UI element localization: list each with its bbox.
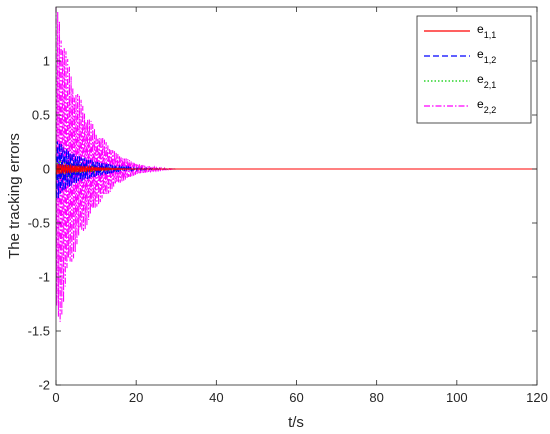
y-tick-label: 1 bbox=[43, 54, 50, 69]
x-tick-label: 100 bbox=[446, 390, 468, 405]
legend-entry-label: e1,2 bbox=[477, 47, 496, 65]
x-tick-label: 80 bbox=[369, 390, 383, 405]
legend-entry-label: e2,1 bbox=[477, 72, 496, 90]
legend-entry-name: e bbox=[477, 47, 484, 61]
legend-entry-name: e bbox=[477, 97, 484, 111]
legend-entry-label: e2,2 bbox=[477, 97, 496, 115]
x-axis: 0 20 40 60 80 100 120 bbox=[52, 7, 548, 405]
legend-entry-subscript: 2,1 bbox=[484, 80, 497, 90]
legend-entry-name: e bbox=[477, 72, 484, 86]
y-tick-label: -2 bbox=[38, 378, 50, 393]
legend-box bbox=[416, 15, 532, 124]
legend-entry-subscript: 1,2 bbox=[484, 55, 497, 65]
legend-entry-name: e bbox=[477, 22, 484, 36]
y-axis: -2 -1.5 -1 -0.5 0 0.5 1 bbox=[28, 54, 537, 393]
y-tick-label: -1.5 bbox=[28, 324, 50, 339]
y-axis-label: The tracking errors bbox=[6, 133, 23, 259]
x-axis-label: t/s bbox=[288, 414, 304, 431]
y-tick-label: 0 bbox=[43, 162, 50, 177]
legend-entry-subscript: 1,1 bbox=[484, 30, 497, 40]
series-line-e1-1 bbox=[55, 163, 537, 175]
y-tick-label: -1 bbox=[38, 270, 50, 285]
legend-entry-label: e1,1 bbox=[477, 22, 496, 40]
legend-entry-subscript: 2,2 bbox=[484, 105, 497, 115]
x-tick-label: 120 bbox=[526, 390, 548, 405]
x-tick-label: 20 bbox=[129, 390, 143, 405]
series-layer bbox=[55, 6, 537, 322]
legend: e1,1e1,2e2,1e2,2 bbox=[416, 15, 532, 124]
y-tick-label: 0.5 bbox=[32, 108, 50, 123]
x-tick-label: 0 bbox=[52, 390, 59, 405]
x-tick-label: 60 bbox=[289, 390, 303, 405]
y-tick-label: -0.5 bbox=[28, 216, 50, 231]
x-tick-label: 40 bbox=[209, 390, 223, 405]
